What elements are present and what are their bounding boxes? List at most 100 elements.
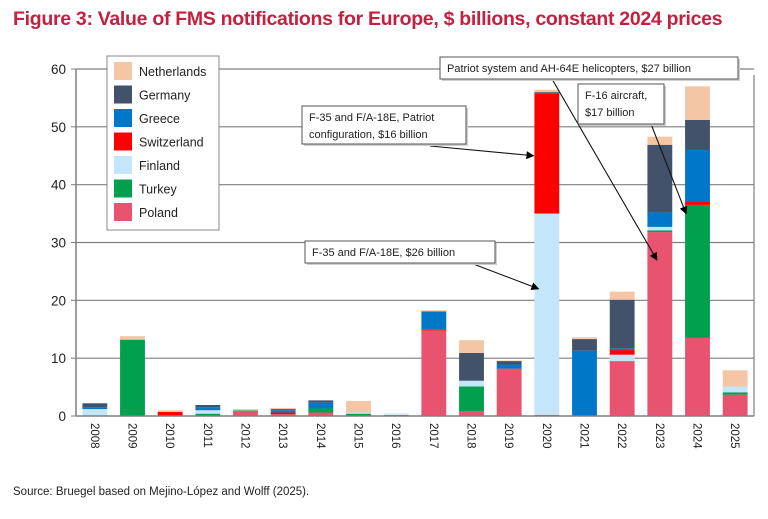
bar-segment-germany-2023	[647, 144, 673, 213]
bar-segment-germany-2008	[82, 403, 108, 408]
bar-segment-netherlands-2018	[459, 340, 484, 353]
bar-segment-turkey-2025	[722, 392, 748, 395]
bar-segment-netherlands-2025	[722, 370, 748, 387]
bar-segment-germany-2011	[195, 405, 221, 408]
legend-swatch-switzerland	[114, 132, 132, 151]
x-tick-label: 2017	[427, 423, 439, 449]
bar-segment-poland-2013	[270, 414, 296, 416]
bar-segment-poland-2018	[459, 411, 484, 416]
y-tick-label: 30	[51, 236, 66, 251]
x-tick-label: 2010	[163, 423, 175, 449]
bar-segment-netherlands-2020	[534, 89, 560, 93]
x-tick-label: 2008	[88, 423, 100, 449]
bar-segment-greece-2013	[270, 410, 296, 413]
bar-segment-germany-2019	[496, 361, 522, 365]
x-tick-label: 2011	[201, 423, 213, 448]
y-tick-label: 10	[51, 351, 66, 366]
x-tick-label: 2023	[653, 423, 665, 449]
bar-segment-greece-2011	[195, 407, 221, 411]
bar-segment-turkey-2012	[233, 410, 258, 411]
bar-segment-switzerland-2020	[534, 93, 560, 214]
x-tick-label: 2024	[691, 423, 703, 449]
bar-segment-greece-2022	[609, 348, 635, 351]
bar-segment-switzerland-2022	[609, 350, 635, 355]
ann-2020-switzerland: F-35 and F/A-18E, Patriot configuration, …	[301, 105, 535, 160]
annotation-arrow	[467, 261, 540, 291]
x-tick-label: 2020	[540, 423, 552, 449]
annotation-box	[301, 105, 467, 145]
bar-segment-switzerland-2013	[270, 412, 296, 415]
bar-segment-finland-2020	[534, 213, 560, 415]
x-tick-label: 2019	[502, 423, 514, 449]
y-tick-label: 20	[51, 293, 66, 308]
bar-segment-netherlands-2024	[685, 86, 710, 120]
bar-segment-netherlands-2009	[120, 336, 145, 340]
bar-segment-finland-2008	[82, 409, 108, 416]
legend-swatch-netherlands	[114, 62, 132, 80]
bar-segment-netherlands-2013	[270, 407, 296, 410]
bar-segment-netherlands-2015	[346, 400, 371, 413]
annotations: F-35 and F/A-18E, Patriot configuration, …	[301, 56, 740, 291]
bar-segment-finland-2018	[459, 380, 484, 387]
bar-segment-netherlands-2017	[421, 310, 447, 312]
legend-swatch-greece	[114, 109, 132, 127]
bar-segment-turkey-2009	[120, 339, 145, 416]
bar-segment-turkey-2023	[647, 230, 673, 233]
annotation-text: F-35 and F/A-18E, $26 billion	[312, 247, 455, 259]
bar-segment-finland-2016	[383, 413, 409, 415]
annotation-arrow	[551, 78, 658, 261]
x-tick-label: 2022	[615, 423, 627, 449]
ann-2020-finland: F-35 and F/A-18E, $26 billion	[304, 240, 540, 291]
annotation-box	[577, 83, 665, 125]
bar-segment-finland-2023	[647, 226, 673, 231]
bar-segment-netherlands-2022	[609, 291, 635, 300]
x-axis: 2008 2009 2010 2011 2012 2013 2014 2015 2016 2017…	[88, 423, 740, 449]
bar-segment-netherlands-2010	[157, 410, 183, 412]
legend-label-finland: Finland	[139, 159, 180, 173]
legend-swatch-germany	[114, 85, 132, 104]
bar-segment-finland-2022	[609, 354, 635, 362]
annotation-text: $17 billion	[585, 107, 635, 119]
x-tick-label: 2009	[126, 423, 138, 449]
source-note: Source: Bruegel based on Mejino-López an…	[13, 486, 310, 498]
x-tick-label: 2014	[314, 423, 326, 449]
bar-segment-switzerland-2024	[685, 202, 710, 205]
x-tick-label: 2025	[728, 423, 740, 449]
bar-segment-netherlands-2021	[572, 337, 597, 340]
legend-label-greece: Greece	[139, 112, 180, 126]
x-tick-label: 2013	[276, 423, 288, 449]
bar-segment-germany-2020	[534, 92, 560, 94]
bar-segment-poland-2025	[722, 394, 748, 416]
y-tick-label: 60	[51, 62, 66, 77]
annotation-text: F-35 and F/A-18E, Patriot	[309, 112, 434, 124]
y-tick-label: 40	[51, 178, 66, 193]
bar-segment-germany-2013	[270, 409, 296, 411]
bar-segment-netherlands-2019	[496, 360, 522, 362]
bar-segment-germany-2024	[685, 119, 710, 150]
bar-segment-turkey-2014	[308, 408, 334, 413]
bar-segment-germany-2018	[459, 352, 484, 381]
bar-segment-poland-2019	[496, 368, 522, 416]
bar-segment-turkey-2018	[459, 386, 484, 412]
x-tick-label: 2018	[465, 423, 477, 449]
legend-label-switzerland: Switzerland	[139, 136, 204, 150]
bar-segment-poland-2024	[685, 337, 710, 416]
chart-title: Figure 3: Value of FMS notifications for…	[13, 8, 723, 30]
x-tick-label: 2012	[239, 423, 251, 449]
bar-segment-greece-2024	[685, 149, 710, 203]
legend-swatch-poland	[114, 203, 132, 221]
annotation-arrow	[429, 145, 535, 160]
legend-swatch-finland	[114, 156, 132, 174]
x-tick-label: 2021	[578, 423, 590, 449]
bar-segment-finland-2025	[722, 386, 748, 393]
ann-2024-turkey: F-16 aircraft, $17 billion	[577, 83, 688, 215]
bar-segment-finland-2011	[195, 410, 221, 414]
bar-segment-finland-2015	[346, 412, 371, 414]
annotation-text: configuration, $16 billion	[309, 129, 428, 141]
bar-segment-switzerland-2017	[421, 329, 447, 331]
annotation-box	[304, 240, 496, 264]
legend: Netherlands Germany Greece Switzerland Finla…	[106, 55, 220, 231]
bar-segment-netherlands-2023	[647, 136, 673, 145]
bar-segment-turkey-2015	[346, 413, 371, 416]
